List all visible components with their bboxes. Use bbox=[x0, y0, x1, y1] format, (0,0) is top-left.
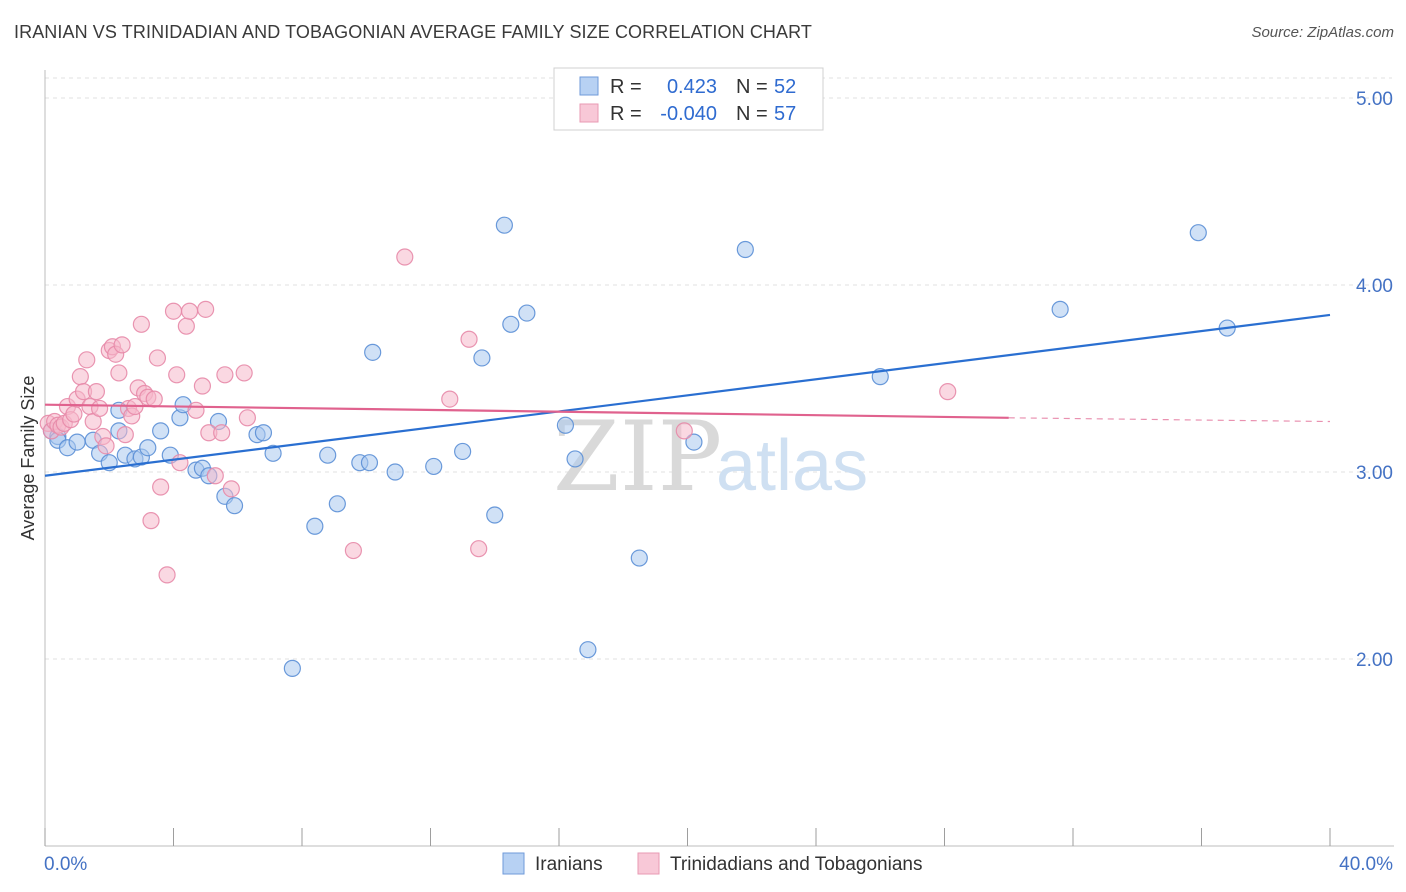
chart-source: Source: ZipAtlas.com bbox=[1251, 24, 1394, 41]
trinidadian-point-8 bbox=[65, 405, 83, 423]
trinidadian-point-12 bbox=[78, 351, 96, 369]
stats-swatch-pink bbox=[579, 103, 599, 123]
y-tick-label-1: 3.00 bbox=[1356, 463, 1393, 484]
chart-title: IRANIAN VS TRINIDADIAN AND TOBAGONIAN AV… bbox=[14, 22, 813, 42]
iranian-point-50 bbox=[1189, 224, 1207, 242]
stats-box-frame bbox=[553, 67, 824, 131]
watermark-atlas: atlas bbox=[716, 426, 868, 506]
trinidadian-point-43 bbox=[193, 377, 212, 395]
trinidadian-point-32 bbox=[142, 512, 160, 530]
iranian-point-27 bbox=[283, 659, 301, 677]
trinidadian-point-33 bbox=[145, 390, 163, 408]
trinidadian-point-38 bbox=[168, 366, 186, 384]
iranian-point-43 bbox=[566, 450, 584, 468]
trinidadian-point-15 bbox=[87, 383, 106, 401]
trinidadian-point-29 bbox=[132, 315, 150, 333]
iranian-point-35 bbox=[425, 457, 443, 476]
iranian-point-41 bbox=[518, 304, 536, 322]
legend-swatch-iranians bbox=[502, 852, 525, 875]
trinidadian-trend-extension bbox=[1008, 417, 1331, 423]
y-axis-title: Average Family Size bbox=[18, 376, 38, 541]
trinidadian-point-52 bbox=[344, 541, 362, 560]
iranian-point-37 bbox=[473, 349, 491, 367]
y-tick-label-3: 5.00 bbox=[1356, 89, 1393, 110]
iranian-point-46 bbox=[685, 433, 703, 451]
trinidadian-point-53 bbox=[396, 248, 414, 266]
trinidadian-trend-line bbox=[44, 403, 1009, 419]
axes: 2.00 3.00 4.00 5.00 0.0% 40.0% bbox=[44, 70, 1394, 875]
trinidadian-point-58 bbox=[939, 383, 957, 401]
iranian-point-45 bbox=[630, 549, 648, 567]
legend-label-iranians: Iranians bbox=[535, 854, 603, 875]
trinidadian-point-18 bbox=[97, 437, 115, 455]
x-tick-label-0: 0.0% bbox=[44, 854, 87, 875]
trinidadian-point-36 bbox=[158, 566, 176, 584]
iranian-point-49 bbox=[1051, 300, 1069, 318]
iranian-trend-line bbox=[44, 313, 1331, 477]
stats-n-value-1: 52 bbox=[774, 76, 796, 98]
iranian-point-33 bbox=[364, 343, 382, 361]
iranian-point-42 bbox=[556, 416, 575, 434]
trinidadian-point-16 bbox=[91, 399, 109, 418]
trinidadian-point-44 bbox=[197, 300, 215, 318]
iranian-point-47 bbox=[736, 240, 754, 259]
trinidadian-point-42 bbox=[187, 401, 205, 419]
iranian-point-29 bbox=[319, 446, 337, 464]
trinidadian-point-41 bbox=[180, 302, 199, 320]
stats-box: R = 0.423 N = 52 R = -0.040 N = 57 bbox=[553, 67, 824, 131]
y-tick-label-2: 4.00 bbox=[1356, 276, 1393, 297]
stats-n-value-2: 57 bbox=[774, 103, 796, 125]
y-tick-label-0: 2.00 bbox=[1356, 650, 1393, 671]
iranian-point-30 bbox=[328, 495, 346, 513]
trend-lines bbox=[44, 313, 1331, 477]
trinidadian-point-22 bbox=[110, 364, 128, 382]
trinidadian-point-37 bbox=[164, 302, 183, 320]
trinidadian-point-51 bbox=[238, 409, 256, 427]
iranian-point-28 bbox=[306, 517, 324, 535]
stats-n-label-1: N = bbox=[736, 76, 768, 98]
legend-swatch-trinidadians bbox=[637, 852, 660, 875]
iranian-point-40 bbox=[502, 315, 520, 333]
iranian-point-39 bbox=[495, 216, 513, 234]
trinidadian-point-34 bbox=[148, 349, 167, 367]
trinidadian-point-35 bbox=[152, 478, 170, 496]
iranian-point-23 bbox=[225, 497, 244, 515]
trinidadian-point-56 bbox=[470, 540, 488, 558]
iranian-point-26 bbox=[264, 444, 282, 462]
data-points bbox=[39, 216, 1236, 677]
stats-r-label-2: R = bbox=[610, 103, 642, 125]
legend: Iranians Trinidadians and Tobagonians bbox=[502, 852, 922, 875]
stats-r-label-1: R = bbox=[610, 76, 642, 98]
trinidadian-point-57 bbox=[675, 422, 693, 440]
iranian-point-13 bbox=[139, 439, 157, 457]
iranian-point-34 bbox=[386, 463, 404, 481]
trinidadian-point-24 bbox=[116, 426, 134, 444]
iranian-point-38 bbox=[486, 506, 504, 524]
iranian-point-36 bbox=[454, 442, 472, 461]
stats-r-value-2: -0.040 bbox=[660, 103, 717, 125]
trinidadian-point-50 bbox=[235, 364, 253, 382]
trinidadian-point-49 bbox=[222, 480, 240, 498]
stats-n-label-2: N = bbox=[736, 103, 768, 125]
trinidadian-point-10 bbox=[71, 368, 89, 386]
iranian-point-32 bbox=[360, 454, 379, 472]
trinidadian-point-23 bbox=[113, 336, 131, 354]
iranian-point-14 bbox=[152, 422, 170, 440]
stats-swatch-blue bbox=[579, 76, 599, 96]
trinidadian-point-54 bbox=[441, 390, 459, 408]
trinidadian-point-48 bbox=[216, 366, 234, 384]
iranian-point-44 bbox=[579, 641, 597, 659]
legend-label-trinidadians: Trinidadians and Tobagonians bbox=[670, 854, 922, 875]
iranian-point-4 bbox=[68, 433, 86, 451]
iranian-point-25 bbox=[254, 424, 273, 442]
trinidadian-point-46 bbox=[206, 467, 224, 485]
trinidadian-point-40 bbox=[177, 317, 195, 335]
trinidadian-point-55 bbox=[460, 330, 478, 348]
watermark: ZIP atlas bbox=[553, 401, 868, 513]
x-tick-label-1: 40.0% bbox=[1339, 854, 1393, 875]
trinidadian-point-47 bbox=[213, 424, 231, 442]
stats-r-value-1: 0.423 bbox=[667, 76, 717, 98]
